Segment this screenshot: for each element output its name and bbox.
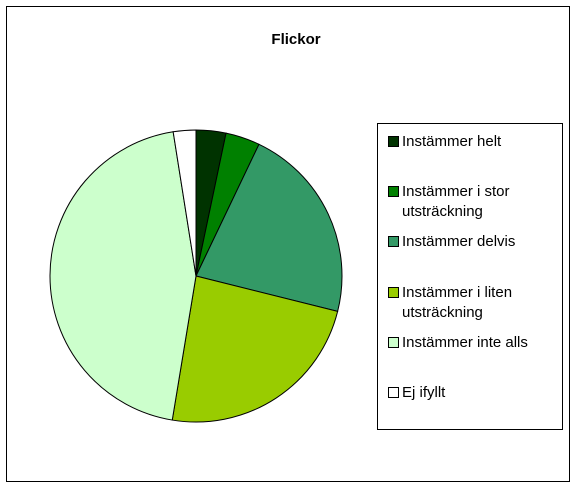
legend-entry: Ej ifyllt — [388, 383, 560, 403]
pie-slice — [195, 143, 343, 313]
pie-slice — [49, 131, 197, 421]
legend-swatch — [388, 387, 399, 398]
legend-label: Instämmer inte alls — [402, 334, 528, 351]
legend-entry: Instämmer delvis — [388, 232, 560, 252]
legend-swatch — [388, 136, 399, 147]
pie-slice — [171, 275, 339, 423]
legend-entry: Instämmer i stor utsträckning — [388, 182, 560, 222]
legend: Instämmer helt Instämmer i stor utsträckn… — [377, 123, 563, 430]
legend-entry: Instämmer i liten utsträckning — [388, 283, 560, 323]
legend-label: Ej ifyllt — [402, 384, 446, 401]
legend-label: Instämmer i liten utsträckning — [402, 284, 513, 321]
legend-swatch — [388, 236, 399, 247]
legend-entry: Instämmer helt — [388, 132, 560, 152]
legend-label: Instämmer delvis — [402, 233, 516, 250]
pie-slice — [172, 129, 197, 277]
chart-title: Flickor — [271, 31, 320, 48]
legend-label: Instämmer i stor utsträckning — [402, 183, 510, 220]
legend-swatch — [388, 337, 399, 348]
pie — [49, 129, 343, 423]
legend-swatch — [388, 287, 399, 298]
legend-swatch — [388, 186, 399, 197]
legend-entry: Instämmer inte alls — [388, 333, 560, 353]
legend-label: Instämmer helt — [402, 133, 502, 150]
